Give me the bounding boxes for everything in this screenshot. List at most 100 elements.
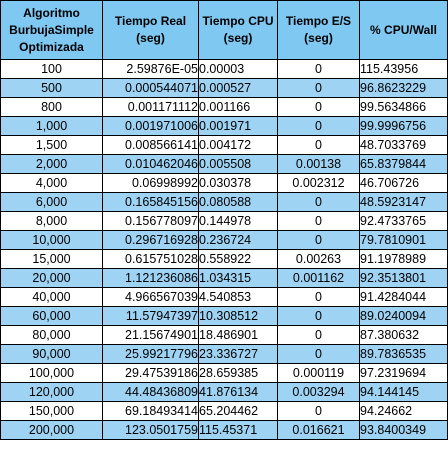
table-row: 150,000 69.18493414 65.204462 0 94.24662 (0, 401, 448, 421)
cell-cpu-time: 0.001971 (198, 116, 278, 136)
cell-size: 150,000 (0, 401, 103, 421)
cell-size: 4,000 (0, 173, 103, 193)
header-cpu-time: Tiempo CPU (seg) (198, 0, 278, 60)
cell-cpu-wall: 91.4284044 (359, 287, 448, 307)
table-row: 2,000 0.010462046 0.005508 0.00138 65.837984… (0, 154, 448, 174)
cell-size: 100 (0, 59, 103, 79)
results-table: Algoritmo BurbujaSimple Optimizada Tiemp… (0, 0, 448, 440)
cell-size: 15,000 (0, 249, 103, 269)
cell-cpu-wall: 89.7836535 (359, 344, 448, 364)
cell-io-time: 0.002312 (277, 173, 360, 193)
cell-io-time: 0 (277, 192, 360, 212)
table-row: 90,000 25.99217796 23.336727 0 89.7836535 (0, 344, 448, 364)
cell-cpu-wall: 91.1978989 (359, 249, 448, 269)
header-cpu-wall-line: % CPU/Wall (370, 22, 437, 37)
cell-real-time: 0.000544071 (102, 78, 199, 98)
cell-cpu-time: 10.308512 (198, 306, 278, 326)
cell-cpu-time: 0.030378 (198, 173, 278, 193)
cell-cpu-wall: 48.5923147 (359, 192, 448, 212)
header-cpu-time-unit: (seg) (223, 31, 253, 45)
cell-cpu-time: 41.876134 (198, 382, 278, 402)
cell-size: 80,000 (0, 325, 103, 345)
table-row: 6,000 0.165845156 0.080588 0 48.5923147 (0, 192, 448, 212)
cell-size: 90,000 (0, 344, 103, 364)
cell-cpu-time: 0.00003 (198, 59, 278, 79)
table-row: 4,000 0.06998992 0.030378 0.002312 46.706726 (0, 173, 448, 193)
cell-real-time: 0.008566141 (102, 135, 199, 155)
cell-real-time: 4.966567039 (102, 287, 199, 307)
cell-cpu-wall: 99.5634866 (359, 97, 448, 117)
cell-real-time: 0.06998992 (102, 173, 199, 193)
table-row: 80,000 21.15674901 18.486901 0 87.380632 (0, 325, 448, 345)
cell-io-time: 0.000119 (277, 363, 360, 383)
cell-real-time: 123.0501759 (102, 420, 199, 440)
cell-cpu-time: 0.005508 (198, 154, 278, 174)
cell-cpu-time: 18.486901 (198, 325, 278, 345)
cell-size: 20,000 (0, 268, 103, 288)
cell-size: 10,000 (0, 230, 103, 250)
table-row: 200,000 123.0501759 115.45371 0.016621 93.84… (0, 420, 448, 440)
table-row: 15,000 0.615751028 0.558922 0.00263 91.19789… (0, 249, 448, 269)
cell-cpu-wall: 94.24662 (359, 401, 448, 421)
cell-cpu-time: 0.001166 (198, 97, 278, 117)
cell-io-time: 0 (277, 344, 360, 364)
table-row: 120,000 44.48436809 41.876134 0.003294 94.14… (0, 382, 448, 402)
cell-cpu-wall: 46.706726 (359, 173, 448, 193)
cell-io-time: 0 (277, 230, 360, 250)
table-row: 20,000 1.121236086 1.034315 0.001162 92.3513… (0, 268, 448, 288)
cell-real-time: 1.121236086 (102, 268, 199, 288)
cell-io-time: 0 (277, 78, 360, 98)
header-algorithm-line: BurbujaSimple (9, 22, 94, 37)
header-io-time-unit: (seg) (304, 31, 333, 45)
table-header: Algoritmo BurbujaSimple Optimizada Tiemp… (0, 0, 448, 60)
cell-real-time: 0.615751028 (102, 249, 199, 269)
cell-real-time: 21.15674901 (102, 325, 199, 345)
header-io-time-line: Tiempo E/S (285, 14, 352, 28)
table-row: 60,000 11.57947397 10.308512 0 89.0240094 (0, 306, 448, 326)
cell-size: 8,000 (0, 211, 103, 231)
table-row: 1,500 0.008566141 0.004172 0 48.7033769 (0, 135, 448, 155)
cell-io-time: 0.00138 (277, 154, 360, 174)
cell-real-time: 25.99217796 (102, 344, 199, 364)
cell-cpu-wall: 87.380632 (359, 325, 448, 345)
cell-cpu-wall: 79.7810901 (359, 230, 448, 250)
cell-cpu-wall: 93.8400349 (359, 420, 448, 440)
cell-real-time: 0.010462046 (102, 154, 199, 174)
header-algorithm-line: Algoritmo (23, 5, 80, 20)
cell-size: 100,000 (0, 363, 103, 383)
cell-cpu-time: 23.336727 (198, 344, 278, 364)
cell-cpu-wall: 92.4733765 (359, 211, 448, 231)
cell-cpu-wall: 99.9996756 (359, 116, 448, 136)
cell-io-time: 0 (277, 135, 360, 155)
table-row: 8,000 0.156778097 0.144978 0 92.4733765 (0, 211, 448, 231)
header-io-time: Tiempo E/S (seg) (277, 0, 360, 60)
cell-io-time: 0 (277, 116, 360, 136)
cell-size: 40,000 (0, 287, 103, 307)
cell-real-time: 29.47539186 (102, 363, 199, 383)
cell-real-time: 0.165845156 (102, 192, 199, 212)
header-real-time: Tiempo Real (seg) (102, 0, 199, 60)
table-row: 10,000 0.296716928 0.236724 0 79.7810901 (0, 230, 448, 250)
header-cpu-wall: % CPU/Wall (359, 0, 448, 60)
cell-size: 500 (0, 78, 103, 98)
cell-io-time: 0.016621 (277, 420, 360, 440)
cell-cpu-time: 0.144978 (198, 211, 278, 231)
cell-size: 120,000 (0, 382, 103, 402)
cell-cpu-wall: 96.8623229 (359, 78, 448, 98)
cell-cpu-wall: 94.144145 (359, 382, 448, 402)
table-row: 800 0.001171112 0.001166 0 99.5634866 (0, 97, 448, 117)
cell-cpu-time: 4.540853 (198, 287, 278, 307)
cell-cpu-time: 0.558922 (198, 249, 278, 269)
cell-cpu-time: 0.000527 (198, 78, 278, 98)
table-row: 500 0.000544071 0.000527 0 96.8623229 (0, 78, 448, 98)
cell-cpu-wall: 115.43956 (359, 59, 448, 79)
cell-cpu-time: 1.034315 (198, 268, 278, 288)
cell-real-time: 11.57947397 (102, 306, 199, 326)
cell-cpu-wall: 65.8379844 (359, 154, 448, 174)
cell-io-time: 0.001162 (277, 268, 360, 288)
cell-cpu-time: 28.659385 (198, 363, 278, 383)
cell-real-time: 44.48436809 (102, 382, 199, 402)
cell-cpu-time: 115.45371 (198, 420, 278, 440)
header-row: Algoritmo BurbujaSimple Optimizada Tiemp… (0, 0, 448, 60)
cell-cpu-time: 0.236724 (198, 230, 278, 250)
